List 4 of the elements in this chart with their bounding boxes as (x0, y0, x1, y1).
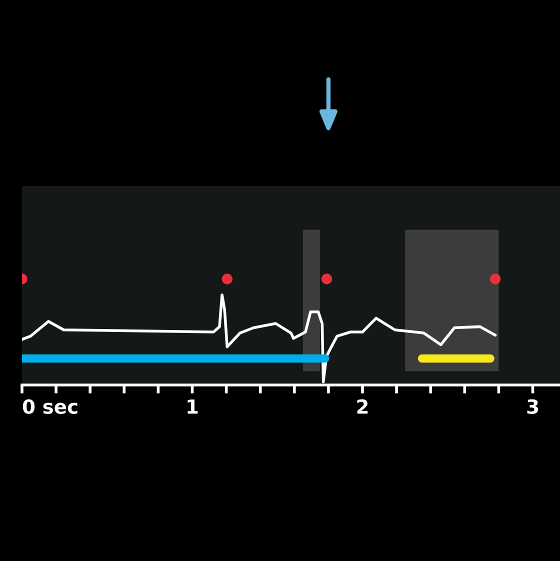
x-tick-label: 1 (188, 399, 198, 414)
x-tick-label: 0 sec (22, 399, 78, 414)
x-tick-label: 3 (527, 399, 538, 414)
x-tick-label: 2 (357, 399, 368, 414)
